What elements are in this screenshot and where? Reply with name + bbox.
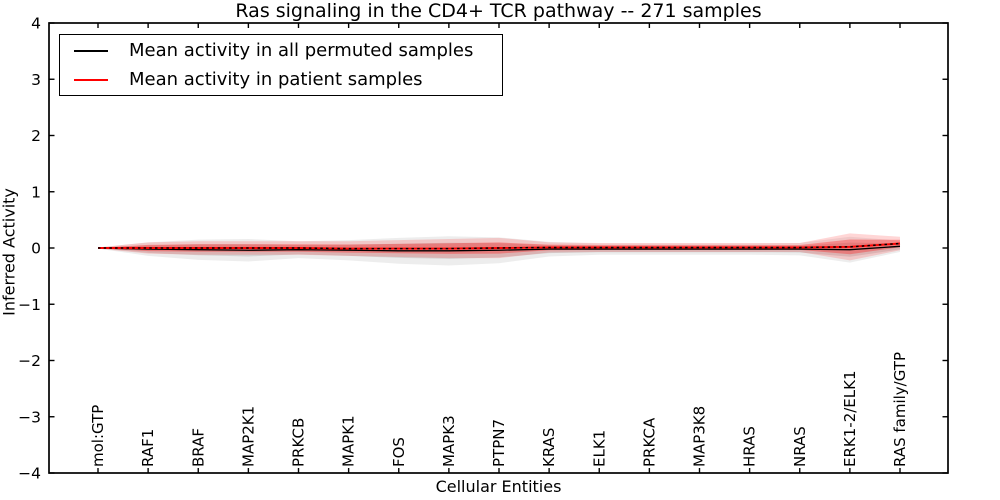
chart-title: Ras signaling in the CD4+ TCR pathway --…: [235, 0, 762, 22]
legend: Mean activity in all permuted samples Me…: [59, 34, 503, 96]
y-tick-label: 1: [31, 183, 41, 201]
x-tick-label: MAPK3: [440, 415, 458, 467]
x-tick-label: MAPK1: [340, 415, 358, 467]
x-axis-label: Cellular Entities: [435, 477, 562, 496]
patient-line-sample-icon: [74, 78, 108, 81]
x-tick-label: MAP2K1: [239, 406, 257, 467]
y-tick-label: 4: [31, 15, 41, 33]
x-tick-label: FOS: [390, 437, 408, 467]
x-tick-label: PRKCA: [640, 417, 658, 467]
y-tick-label: −2: [18, 352, 41, 370]
tick-marks: [49, 22, 948, 474]
patient-band-outer: [98, 233, 900, 261]
x-tick-label: NRAS: [791, 426, 809, 467]
x-tick-label: ELK1: [590, 430, 608, 467]
y-tick-label: 3: [31, 71, 41, 89]
legend-label-patient: Mean activity in patient samples: [129, 69, 423, 90]
x-tick-label: KRAS: [540, 428, 558, 467]
x-tick-label: MAP3K8: [691, 406, 709, 467]
legend-item-patient: Mean activity in patient samples: [60, 66, 502, 93]
x-tick-label: ERK1-2/ELK1: [841, 370, 859, 467]
legend-label-permuted: Mean activity in all permuted samples: [129, 40, 474, 61]
x-tick-label: RAS family/GTP: [891, 352, 909, 467]
y-axis-label: Inferred Activity: [0, 188, 19, 316]
x-tick-label: BRAF: [189, 428, 207, 467]
y-tick-labels: 4 3 2 1 0 −1 −2 −3 −4: [18, 15, 41, 483]
y-tick-label: 0: [31, 240, 41, 258]
x-tick-label: PRKCB: [290, 418, 308, 467]
x-tick-labels: mol:GTP RAF1 BRAF MAP2K1 PRKCB MAPK1 FOS MAPK3 P…: [89, 352, 909, 467]
y-tick-label: −4: [18, 465, 41, 483]
x-tick-label: HRAS: [741, 426, 759, 467]
permuted-mean-line: [97, 245, 901, 252]
x-tick-label: RAF1: [139, 429, 157, 467]
y-tick-label: −1: [18, 296, 41, 314]
legend-item-permuted: Mean activity in all permuted samples: [60, 37, 502, 64]
x-tick-label: PTPN7: [490, 419, 508, 467]
permuted-line-sample-icon: [74, 49, 108, 52]
patient-band-inner: [98, 239, 900, 255]
y-tick-label: −3: [18, 408, 41, 426]
x-tick-label: mol:GTP: [89, 405, 107, 467]
y-tick-label: 2: [31, 127, 41, 145]
dotted-overlay-line: [98, 242, 901, 250]
